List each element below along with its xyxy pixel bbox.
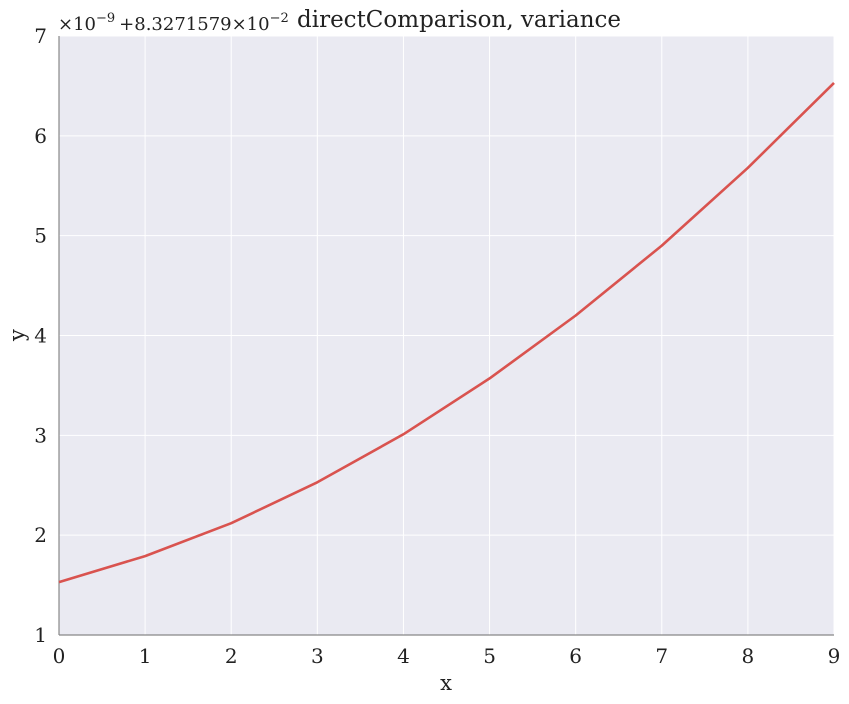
offset-plus-exponent: −2 xyxy=(270,11,289,26)
y-tick-labels: 1 2 3 4 5 6 7 xyxy=(34,24,47,647)
y-tick-label: 7 xyxy=(34,24,47,48)
x-tick-label: 4 xyxy=(397,644,410,668)
x-tick-label: 6 xyxy=(569,644,582,668)
y-tick-label: 2 xyxy=(34,523,47,547)
y-tick-label: 4 xyxy=(34,324,47,348)
y-tick-label: 3 xyxy=(34,423,47,447)
y-offset-text: ×10−9 +8.3271579×10−2 xyxy=(58,11,289,35)
x-tick-label: 3 xyxy=(311,644,324,668)
series-line xyxy=(58,81,835,584)
x-axis-label: x xyxy=(440,671,452,695)
x-tick-label: 8 xyxy=(742,644,755,668)
axes xyxy=(58,36,834,636)
x-tick-label: 7 xyxy=(655,644,668,668)
y-tick-label: 6 xyxy=(34,124,47,148)
offset-exponent: −9 xyxy=(96,11,115,26)
x-tick-label: 1 xyxy=(139,644,152,668)
offset-plus: +8.3271579×10 xyxy=(119,14,269,35)
y-axis-label: y xyxy=(5,329,29,342)
x-tick-labels: 0 1 2 3 4 5 6 7 8 9 xyxy=(53,644,841,668)
x-tick-label: 0 xyxy=(53,644,66,668)
chart-title: directComparison, variance xyxy=(297,7,621,33)
x-tick-label: 2 xyxy=(225,644,238,668)
y-tick-label: 5 xyxy=(34,224,47,248)
x-tick-label: 5 xyxy=(483,644,496,668)
series-group xyxy=(58,81,835,584)
y-tick-label: 1 xyxy=(34,623,47,647)
x-tick-label: 9 xyxy=(828,644,841,668)
offset-base: ×10 xyxy=(58,14,96,35)
